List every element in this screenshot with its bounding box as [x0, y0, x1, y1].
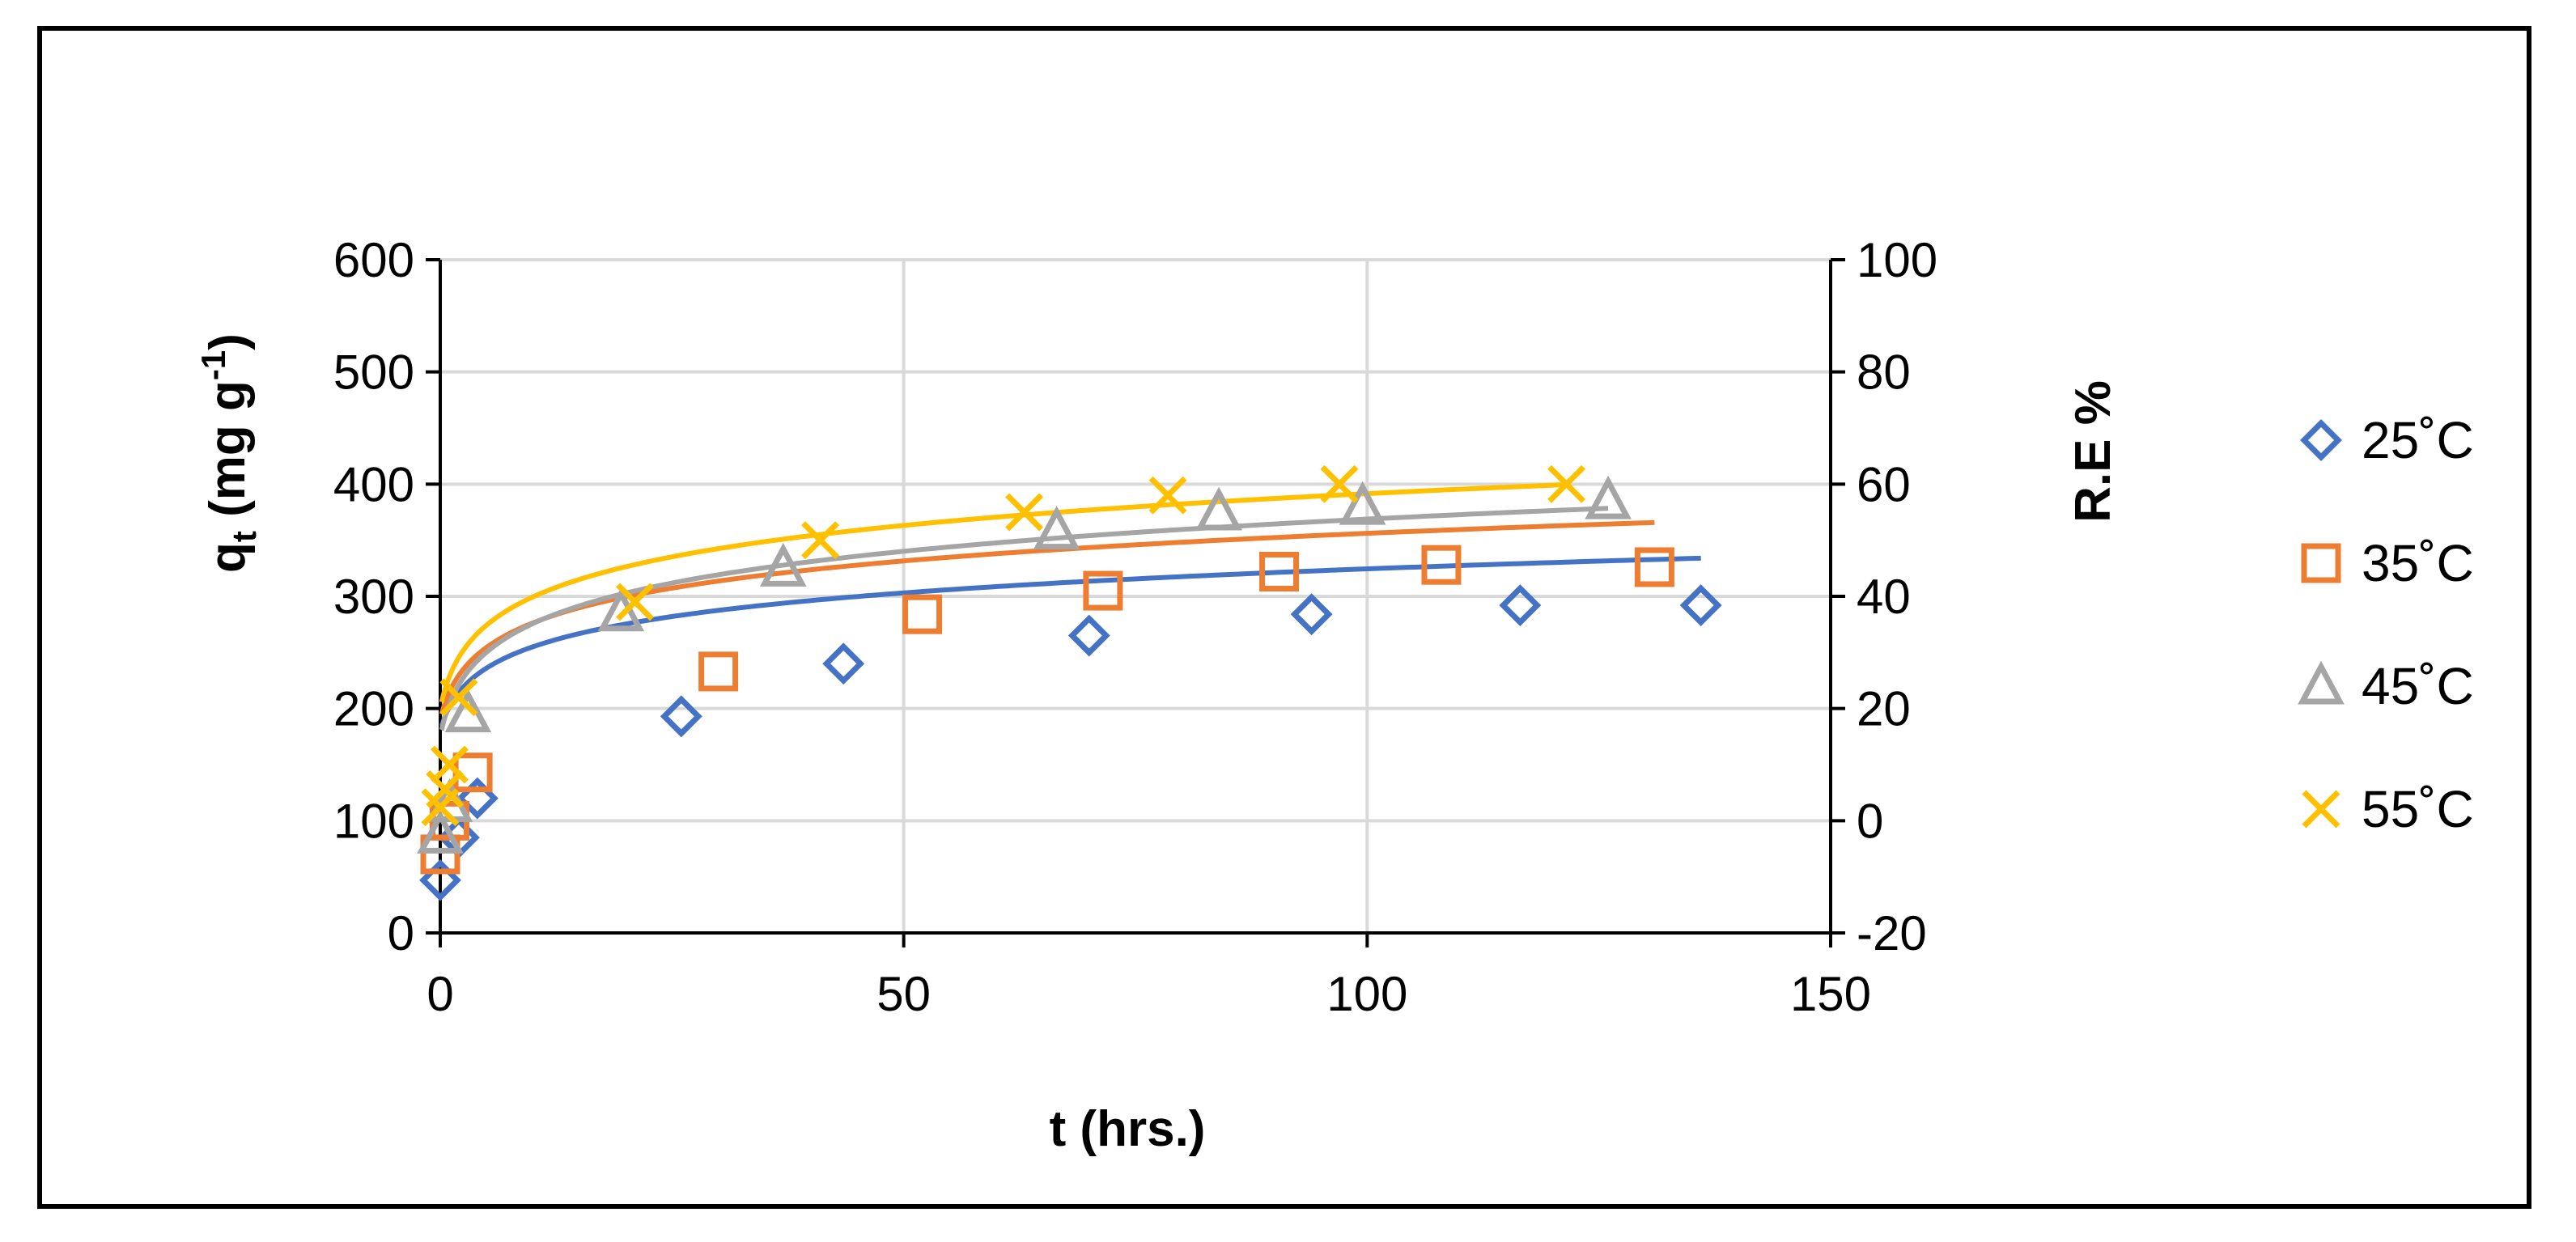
marker-series-4	[430, 745, 469, 784]
y-axis-title: qt (mg g-1)	[194, 333, 263, 573]
legend-label-4: 55˚C	[2362, 780, 2474, 838]
y2-axis-title: R.E %	[2065, 380, 2121, 523]
x-tick-label: 100	[1326, 967, 1407, 1021]
marker-series-4	[1320, 464, 1359, 503]
legend-marker-2	[2301, 543, 2341, 583]
y2-tick-label: 40	[1857, 570, 1911, 624]
y2-tick-label: 80	[1857, 345, 1911, 400]
marker-series-1	[1290, 593, 1333, 636]
legend-label-1: 25˚C	[2362, 411, 2474, 469]
trend-line-1	[439, 555, 1701, 729]
legend: 25˚C 35˚C 45˚C 55˚C	[2298, 411, 2474, 838]
marker-series-1	[419, 858, 461, 901]
y2-tick-label: -20	[1857, 906, 1927, 960]
x-tick-label: 0	[427, 967, 453, 1021]
y-tick-label: 500	[333, 345, 414, 400]
x-axis-title: t (hrs.)	[1050, 1101, 1206, 1157]
marker-series-3	[417, 809, 464, 854]
gridlines	[440, 258, 1832, 933]
marker-series-4	[801, 521, 840, 560]
y2-tick-label: 0	[1857, 794, 1883, 848]
marker-series-3	[597, 587, 645, 632]
x-tick-label: 50	[876, 967, 931, 1021]
marker-series-3	[1585, 475, 1632, 519]
marker-series-2	[902, 594, 943, 634]
marker-series-1	[456, 777, 499, 820]
marker-series-1	[660, 695, 702, 738]
legend-marker-1	[2300, 419, 2342, 461]
marker-series-2	[698, 651, 739, 692]
trend-line-3	[439, 506, 1609, 732]
marker-series-1	[1679, 584, 1722, 627]
chart-svg: 0 100 200 300 400 500 600 -20 0 20 40 60 80 100 0 50 100…	[194, 233, 2474, 1157]
marker-series-4	[439, 678, 478, 717]
marker-series-3	[759, 542, 807, 587]
marker-series-3	[1033, 506, 1080, 550]
data-markers	[417, 464, 1722, 901]
marker-series-1	[1499, 584, 1542, 627]
y-tick-label: 400	[333, 457, 414, 511]
marker-series-3	[1339, 481, 1386, 525]
y-axis-title-unit: (mg g	[200, 380, 256, 531]
y2-tick-label: 60	[1857, 457, 1911, 511]
marker-series-2	[1634, 547, 1674, 587]
marker-series-1	[1067, 614, 1110, 657]
y-axis-title-superscript: -1	[194, 350, 232, 380]
tick-labels: 0 100 200 300 400 500 600 -20 0 20 40 60 80 100 0 50 100…	[333, 233, 1937, 1021]
legend-marker-4	[2302, 790, 2340, 829]
y-axis-title-main: q	[200, 542, 256, 573]
trend-lines	[439, 482, 1701, 732]
y-tick-label: 200	[333, 682, 414, 736]
trend-line-2	[439, 519, 1655, 717]
legend-label-2: 35˚C	[2362, 534, 2474, 592]
y2-tick-label: 100	[1857, 233, 1937, 287]
marker-series-4	[1148, 476, 1187, 515]
y-tick-label: 100	[333, 794, 414, 848]
marker-series-1	[822, 642, 865, 685]
y-tick-label: 300	[333, 570, 414, 624]
marker-series-4	[616, 583, 654, 621]
y2-tick-label: 20	[1857, 682, 1911, 736]
marker-series-2	[1259, 551, 1300, 591]
y-tick-label: 0	[388, 906, 414, 960]
marker-series-4	[1547, 464, 1586, 503]
marker-series-2	[1421, 545, 1462, 585]
y-tick-label: 600	[333, 233, 414, 287]
marker-series-4	[1005, 493, 1044, 532]
y-axis-title-subscript: t	[225, 531, 263, 542]
legend-marker-3	[2298, 660, 2345, 705]
y-axis-title-close: )	[200, 333, 256, 350]
marker-series-3	[1195, 486, 1242, 531]
x-tick-label: 150	[1790, 967, 1871, 1021]
chart-frame: 0 100 200 300 400 500 600 -20 0 20 40 60 80 100 0 50 100…	[37, 26, 2531, 1209]
marker-series-2	[1083, 570, 1123, 611]
legend-label-3: 45˚C	[2362, 657, 2474, 715]
